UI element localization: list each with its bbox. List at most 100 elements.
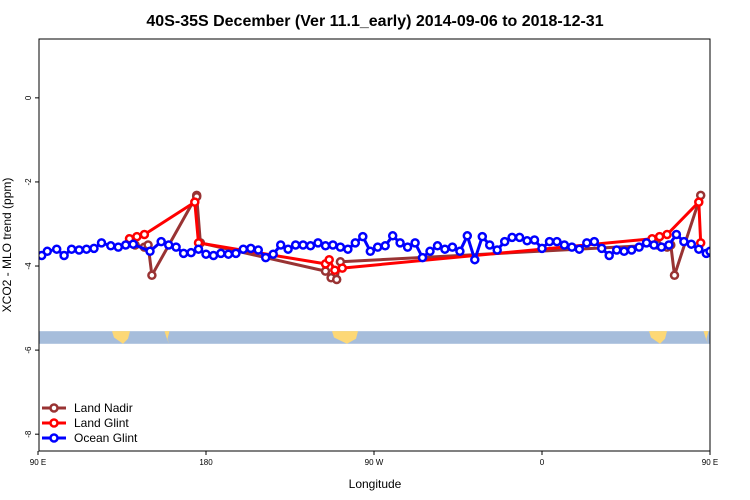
ocean-glint-point <box>574 244 585 254</box>
ocean-glint-point <box>59 250 69 261</box>
ocean-glint-point <box>582 238 592 248</box>
land-south-america <box>332 331 358 344</box>
ocean-glint-point <box>216 248 226 259</box>
x-tick-label: 90 W <box>365 458 384 467</box>
y-tick-label: -4 <box>24 262 33 270</box>
land-australia-2 <box>649 331 667 344</box>
ocean-glint-point <box>649 240 659 250</box>
ocean-glint-point <box>694 244 704 254</box>
land-glint-point <box>132 231 142 242</box>
ocean-glint-point <box>208 250 219 261</box>
ocean-glint-point <box>96 238 107 248</box>
chart-title: 40S-35S December (Ver 11.1_early) 2014-0… <box>146 13 603 30</box>
ocean-glint-point <box>283 244 293 254</box>
ocean-glint-point <box>260 252 271 263</box>
legend-swatch-marker <box>49 433 59 443</box>
ocean-glint-point <box>358 231 368 242</box>
ocean-glint-point <box>641 238 652 248</box>
x-tick-label: 90 E <box>30 458 46 467</box>
ocean-glint-point <box>89 243 99 254</box>
land-new-zealand-2 <box>703 331 709 344</box>
x-tick-label: 180 <box>199 458 213 467</box>
ocean-glint-point <box>552 236 562 247</box>
series-layer <box>39 190 710 285</box>
ocean-glint-point <box>634 242 644 252</box>
land-nadir-line <box>134 193 703 281</box>
ocean-glint-point <box>156 236 166 247</box>
ocean-glint-point <box>66 244 77 254</box>
ocean-glint-point <box>402 242 413 252</box>
ocean-glint-point <box>113 242 124 252</box>
land-new-zealand-1 <box>164 331 170 344</box>
ocean-glint-point <box>387 231 398 241</box>
ocean-glint-point <box>470 254 480 265</box>
ocean-glint-point <box>320 241 331 251</box>
x-tick-label: 0 <box>540 458 545 467</box>
ocean-glint-point <box>544 236 555 247</box>
land-glint-point <box>330 265 340 275</box>
ocean-glint-point <box>178 248 189 259</box>
land-glint-point <box>324 254 334 265</box>
ocean-glint-point <box>350 238 361 248</box>
ocean-glint-point <box>514 232 525 243</box>
land-nadir-point <box>669 270 680 281</box>
ocean-glint-point <box>417 252 428 263</box>
ocean-glint-point <box>671 229 682 240</box>
land-glint-point <box>662 229 672 240</box>
ocean-glint-point <box>567 242 577 252</box>
ocean-glint-point <box>246 243 256 254</box>
ocean-glint-point <box>380 241 390 251</box>
land-glint-point <box>337 263 348 273</box>
ocean-glint-point <box>664 240 674 250</box>
ocean-glint-point <box>231 248 241 259</box>
land-nadir-point <box>147 270 157 281</box>
y-axis-label: XCO2 - MLO trend (ppm) <box>0 178 14 313</box>
ocean-glint-point <box>365 246 376 257</box>
ocean-glint-point <box>328 240 338 250</box>
ocean-glint-point <box>477 231 488 242</box>
ocean-glint-point <box>596 243 607 254</box>
ocean-glint-point <box>42 246 53 257</box>
legend-item-ocean-glint: Ocean Glint <box>42 431 138 445</box>
ocean-glint-point <box>106 241 116 251</box>
ocean-glint-point <box>611 245 622 255</box>
x-tick-label: 90 E <box>702 458 718 467</box>
land-nadir-point <box>331 274 342 285</box>
ocean-glint-point <box>395 238 405 248</box>
legend-label: Land Glint <box>74 416 129 430</box>
legend-item-land-glint: Land Glint <box>42 416 129 430</box>
ocean-glint-point <box>372 242 383 252</box>
ocean-glint-point <box>253 245 264 255</box>
ocean-glint-point <box>522 236 532 246</box>
land-ocean-band <box>39 331 710 344</box>
ocean-glint-point <box>679 236 689 247</box>
y-tick-label: 0 <box>24 95 33 100</box>
y-tick-label: -6 <box>24 346 33 354</box>
legend-item-land-nadir: Land Nadir <box>42 401 133 415</box>
ocean-glint-point <box>268 249 278 259</box>
ocean-glint-point <box>298 240 308 250</box>
ocean-glint-point <box>432 241 443 251</box>
ocean-glint-point <box>484 240 495 250</box>
ocean-glint-point <box>492 245 502 255</box>
ocean-glint-point <box>499 236 510 247</box>
ocean-glint-point <box>238 244 249 254</box>
legend-swatch-marker <box>49 418 59 428</box>
x-axis-label: Longitude <box>349 477 402 491</box>
ocean-glint-point <box>507 232 517 243</box>
ocean-glint-point <box>343 244 353 254</box>
ocean-glint-point <box>455 246 465 257</box>
ocean-glint-point <box>74 245 84 255</box>
legend-label: Land Nadir <box>74 401 133 415</box>
ocean-glint-point <box>305 241 316 251</box>
ocean-glint-point <box>589 236 600 247</box>
ocean-glint-point <box>447 242 458 252</box>
ocean-glint-point <box>425 246 435 257</box>
legend-swatch-marker <box>49 403 59 413</box>
ocean-glint-point <box>51 244 62 254</box>
ocean-glint-point <box>604 250 614 261</box>
y-tick-label: -2 <box>24 178 33 186</box>
legend-label: Ocean Glint <box>74 431 138 445</box>
